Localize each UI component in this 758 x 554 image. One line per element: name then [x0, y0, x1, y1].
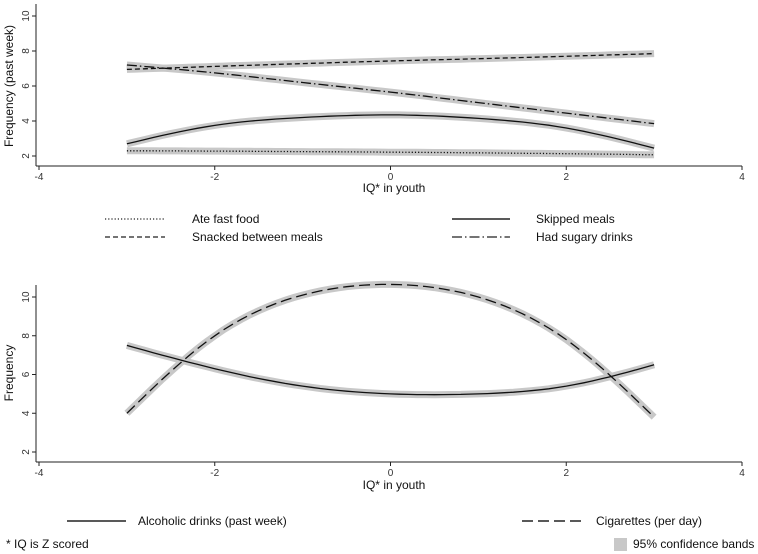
y-axis-title-substances: Frequency	[2, 345, 16, 402]
x-tick-label: 2	[563, 468, 569, 479]
x-tick-label: -4	[35, 468, 44, 479]
x-tick-label: 2	[563, 172, 569, 183]
x-tick-label: -2	[210, 468, 219, 479]
y-tick-label: 8	[21, 48, 32, 54]
legend-label-alcohol: Alcoholic drinks (past week)	[138, 514, 287, 528]
legend-diet: Ate fast food Snacked between meals Skip…	[105, 212, 633, 244]
series-line-cigarettes-per-day	[126, 283, 655, 418]
x-tick-label: -2	[210, 172, 219, 183]
y-tick-label: 2	[21, 153, 32, 159]
y-tick-label: 6	[21, 371, 32, 377]
panel-substances: -4 -2 0 2 4 2 4 6 8 10 IQ* in youth Frequency	[2, 280, 745, 492]
panel-diet: -4 -2 0 2 4 2 4 6 8 10 IQ* in youth Frequency (pa…	[2, 4, 745, 195]
legend-label-sugary-drinks: Had sugary drinks	[536, 230, 633, 244]
series-lines-diet	[126, 52, 655, 156]
ticks-diet: -4 -2 0 2 4 2 4 6 8 10	[21, 10, 745, 183]
y-tick-label: 4	[21, 118, 32, 124]
confidence-bands-diet	[126, 50, 655, 159]
ticks-substances: -4 -2 0 2 4 2 4 6 8 10	[21, 291, 745, 479]
confidence-band-snacked-between-meals	[126, 50, 655, 73]
x-axis-title-diet: IQ* in youth	[363, 181, 426, 195]
series-line-had-sugary-drinks	[126, 64, 655, 125]
legend-label-cigarettes: Cigarettes (per day)	[596, 514, 702, 528]
x-tick-label: 0	[388, 468, 394, 479]
y-tick-label: 10	[21, 10, 32, 22]
x-tick-label: 4	[739, 468, 745, 479]
series-line-skipped-meals	[126, 114, 655, 149]
x-tick-label: 4	[739, 172, 745, 183]
x-tick-label: 0	[388, 172, 394, 183]
y-tick-label: 10	[21, 291, 32, 303]
confidence-band-alcoholic-drinks-past-week	[125, 342, 656, 399]
footnote: * IQ is Z scored	[6, 537, 89, 551]
y-axis-title-diet: Frequency (past week)	[2, 25, 16, 147]
confidence-band-skipped-meals	[126, 111, 655, 152]
y-tick-label: 2	[21, 449, 32, 455]
y-tick-label: 4	[21, 410, 32, 416]
x-axis-title-substances: IQ* in youth	[363, 478, 426, 492]
confidence-band-label: 95% confidence bands	[633, 537, 754, 551]
y-tick-label: 6	[21, 83, 32, 89]
confidence-bands-substances	[124, 280, 657, 420]
confidence-band-swatch	[614, 538, 627, 551]
y-tick-label: 8	[21, 333, 32, 339]
legend-label-snacked: Snacked between meals	[192, 230, 323, 244]
x-tick-label: -4	[35, 172, 44, 183]
series-line-ate-fast-food	[126, 150, 655, 156]
legend-label-ate-fast-food: Ate fast food	[192, 212, 259, 226]
series-lines-substances	[126, 283, 655, 418]
legend-substances: Alcoholic drinks (past week) Cigarettes …	[67, 514, 702, 528]
legend-label-skipped-meals: Skipped meals	[536, 212, 615, 226]
series-line-alcoholic-drinks-past-week	[126, 344, 655, 396]
